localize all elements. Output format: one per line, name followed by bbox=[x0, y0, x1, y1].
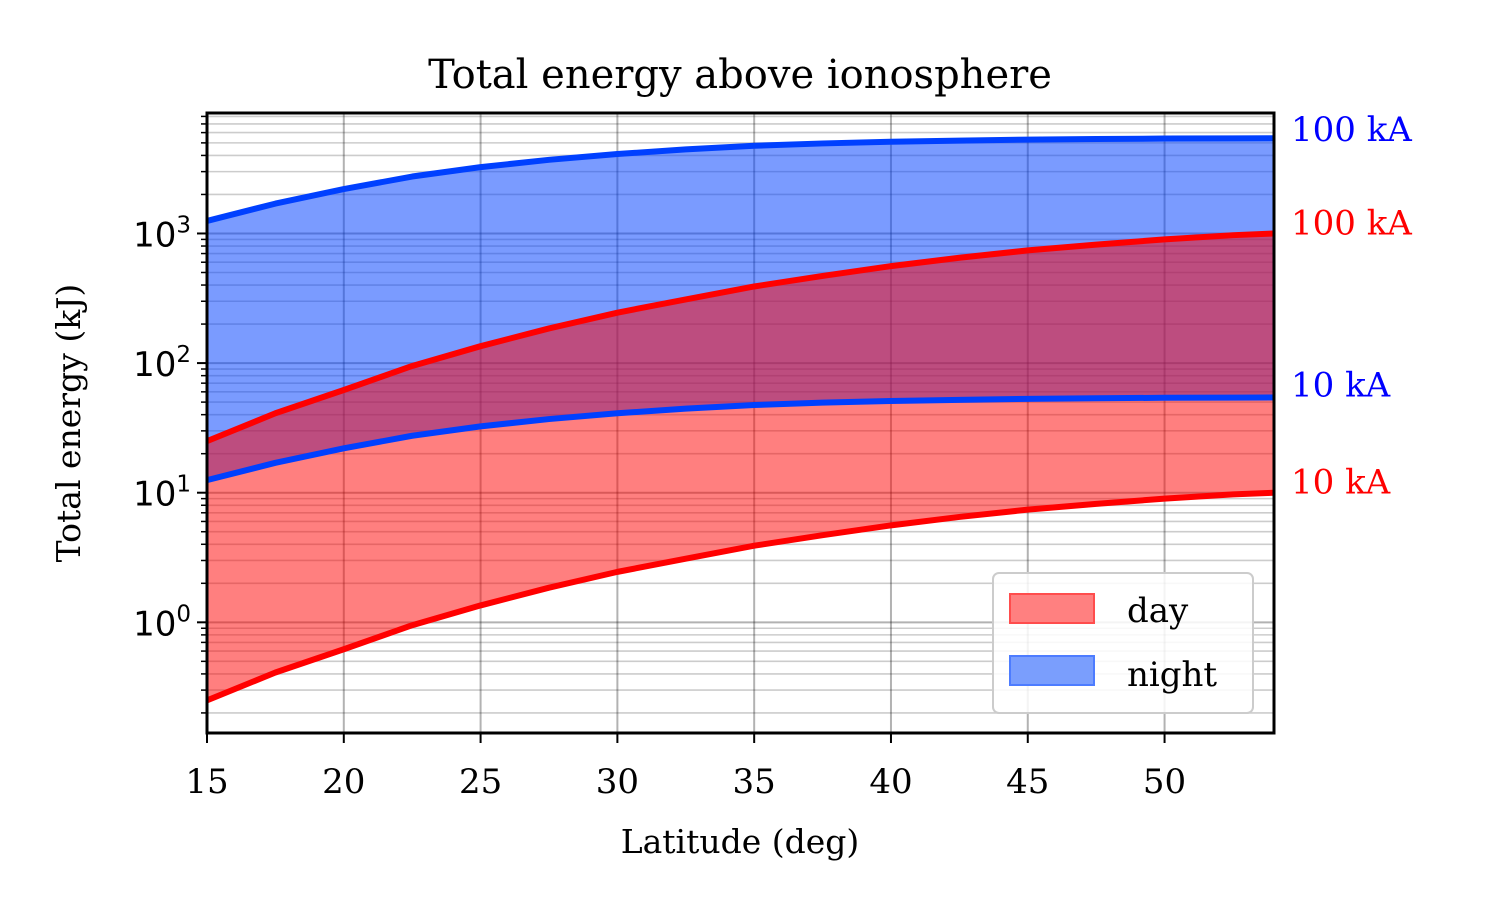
series-end-labels: 100 kA 10 kA 100 kA 10 kA bbox=[1291, 110, 1412, 502]
legend-swatch-night bbox=[1009, 655, 1095, 686]
x-tick-label: 20 bbox=[322, 762, 365, 802]
night-upper-line bbox=[206, 135, 1275, 224]
x-tick-label: 30 bbox=[596, 762, 639, 802]
y-tick-label: 101 bbox=[133, 472, 191, 515]
y-tick-label: 103 bbox=[133, 212, 191, 255]
x-axis-ticks: 15 20 25 30 35 40 45 50 bbox=[185, 733, 1186, 802]
x-tick-label: 40 bbox=[869, 762, 912, 802]
legend: day night bbox=[992, 572, 1254, 714]
y-tick-label: 100 bbox=[133, 601, 191, 644]
x-tick-label: 45 bbox=[1006, 762, 1049, 802]
series-lines bbox=[205, 135, 1275, 704]
x-axis-label: Latitude (deg) bbox=[621, 822, 860, 861]
x-tick-label: 25 bbox=[459, 762, 502, 802]
day-upper-line bbox=[205, 230, 1275, 444]
legend-label-night: night bbox=[1127, 655, 1217, 695]
night-upper-label: 100 kA bbox=[1291, 110, 1412, 150]
night-lower-line bbox=[206, 394, 1275, 484]
legend-swatch-day bbox=[1009, 593, 1095, 624]
y-tick-label: 102 bbox=[133, 342, 191, 385]
x-tick-label: 35 bbox=[733, 762, 776, 802]
y-axis-ticks: 100 101 102 103 bbox=[133, 115, 207, 714]
day-lower-line bbox=[205, 489, 1275, 704]
day-upper-label: 100 kA bbox=[1291, 203, 1412, 243]
x-tick-label: 15 bbox=[185, 762, 228, 802]
chart-title: Total energy above ionosphere bbox=[428, 52, 1052, 98]
legend-label-day: day bbox=[1127, 591, 1189, 631]
plot-frame bbox=[205, 111, 1276, 735]
x-tick-label: 50 bbox=[1143, 762, 1186, 802]
night-lower-label: 10 kA bbox=[1291, 365, 1391, 405]
y-axis-label: Total energy (kJ) bbox=[49, 284, 88, 563]
day-lower-label: 10 kA bbox=[1291, 463, 1391, 503]
